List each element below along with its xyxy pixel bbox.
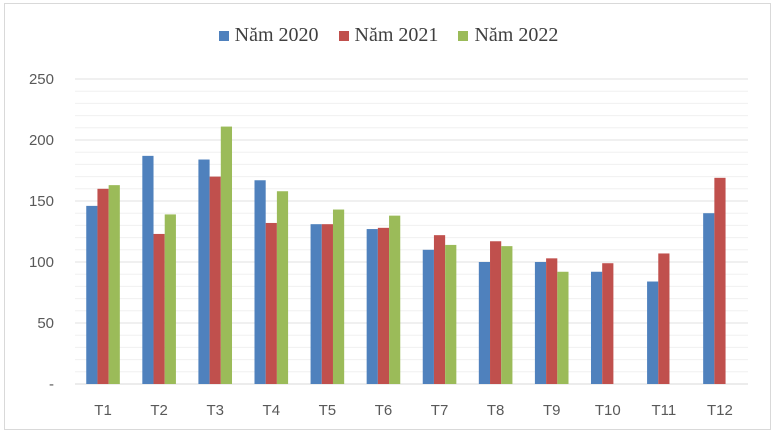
bar-năm-2022-t8 bbox=[501, 246, 513, 384]
bar-năm-2021-t7 bbox=[433, 235, 446, 384]
bar-năm-2020-t6 bbox=[366, 229, 378, 384]
bar-năm-2022-t6 bbox=[389, 215, 401, 384]
bar-năm-2021-t2 bbox=[153, 233, 165, 384]
x-tick-label: T9 bbox=[543, 402, 561, 419]
legend-item-2021: Năm 2021 bbox=[338, 24, 439, 47]
y-tick-label: - bbox=[49, 376, 54, 393]
y-tick-label: 50 bbox=[37, 315, 54, 332]
legend-item-2022: Năm 2022 bbox=[458, 24, 558, 47]
x-tick-label: T12 bbox=[707, 402, 733, 419]
bar-năm-2022-t9 bbox=[557, 271, 569, 384]
bar-năm-2020-t10 bbox=[590, 271, 603, 384]
x-tick-label: T8 bbox=[487, 402, 505, 419]
bar-năm-2021-t4 bbox=[265, 222, 277, 384]
bar-năm-2020-t7 bbox=[422, 249, 434, 384]
bar-năm-2020-t4 bbox=[254, 180, 266, 384]
bar-năm-2021-t3 bbox=[209, 176, 221, 384]
x-tick-label: T5 bbox=[319, 402, 337, 419]
bar-năm-2021-t10 bbox=[602, 263, 614, 384]
bar-năm-2022-t7 bbox=[445, 244, 457, 384]
x-tick-label: T7 bbox=[431, 402, 449, 419]
chart-legend: Năm 2020 Năm 2021 Năm 2022 bbox=[0, 24, 777, 47]
x-tick-label: T1 bbox=[94, 402, 112, 419]
bar-năm-2020-t5 bbox=[310, 224, 322, 384]
bar-năm-2022-t2 bbox=[164, 214, 176, 384]
legend-swatch-2021 bbox=[338, 30, 349, 41]
legend-swatch-2020 bbox=[218, 30, 229, 41]
bar-năm-2021-t1 bbox=[97, 188, 109, 384]
bar-năm-2021-t5 bbox=[321, 224, 333, 384]
y-tick-label: 100 bbox=[29, 254, 54, 271]
bar-năm-2022-t5 bbox=[332, 209, 345, 384]
bar-năm-2020-t11 bbox=[647, 281, 659, 384]
bar-năm-2020-t2 bbox=[142, 155, 154, 384]
x-tick-label: T2 bbox=[150, 402, 168, 419]
bar-năm-2020-t8 bbox=[478, 262, 491, 384]
y-tick-label: 200 bbox=[29, 132, 54, 149]
y-tick-label: 250 bbox=[29, 71, 54, 88]
y-tick-label: 150 bbox=[29, 193, 54, 210]
legend-label-2022: Năm 2022 bbox=[474, 24, 559, 46]
bar-năm-2021-t8 bbox=[490, 241, 502, 384]
bar-năm-2020-t12 bbox=[703, 213, 715, 384]
bar-năm-2022-t4 bbox=[276, 191, 289, 384]
bar-năm-2022-t1 bbox=[108, 185, 120, 384]
x-tick-label: T10 bbox=[595, 402, 621, 419]
legend-swatch-2022 bbox=[458, 30, 469, 41]
bar-năm-2021-t9 bbox=[546, 258, 558, 384]
x-tick-label: T3 bbox=[206, 402, 224, 419]
x-tick-label: T6 bbox=[375, 402, 393, 419]
bar-năm-2020-t3 bbox=[198, 159, 210, 384]
bar-năm-2021-t12 bbox=[714, 177, 726, 384]
legend-label-2020: Năm 2020 bbox=[234, 24, 319, 46]
legend-item-2020: Năm 2020 bbox=[218, 24, 319, 47]
bar-năm-2020-t1 bbox=[86, 205, 98, 384]
x-tick-label: T11 bbox=[652, 402, 677, 419]
bar-năm-2021-t11 bbox=[658, 253, 670, 384]
legend-label-2021: Năm 2021 bbox=[354, 24, 439, 46]
bar-năm-2022-t3 bbox=[220, 126, 233, 384]
bar-năm-2021-t6 bbox=[377, 227, 390, 384]
bar-năm-2020-t9 bbox=[534, 262, 547, 384]
x-tick-label: T4 bbox=[263, 402, 281, 419]
